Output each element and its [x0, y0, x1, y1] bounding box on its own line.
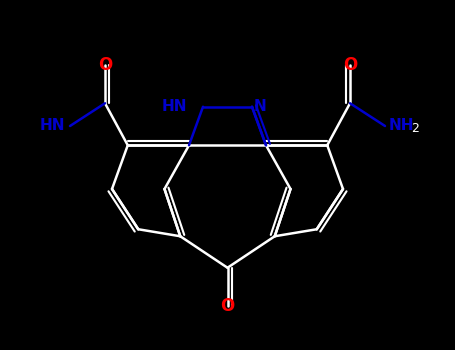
- Text: HN: HN: [39, 119, 65, 133]
- Text: NH: NH: [389, 119, 414, 133]
- Text: 2: 2: [411, 122, 419, 135]
- Text: O: O: [220, 297, 235, 315]
- Text: N: N: [254, 99, 267, 114]
- Text: O: O: [343, 56, 357, 74]
- Text: O: O: [98, 56, 112, 74]
- Text: HN: HN: [162, 99, 187, 114]
